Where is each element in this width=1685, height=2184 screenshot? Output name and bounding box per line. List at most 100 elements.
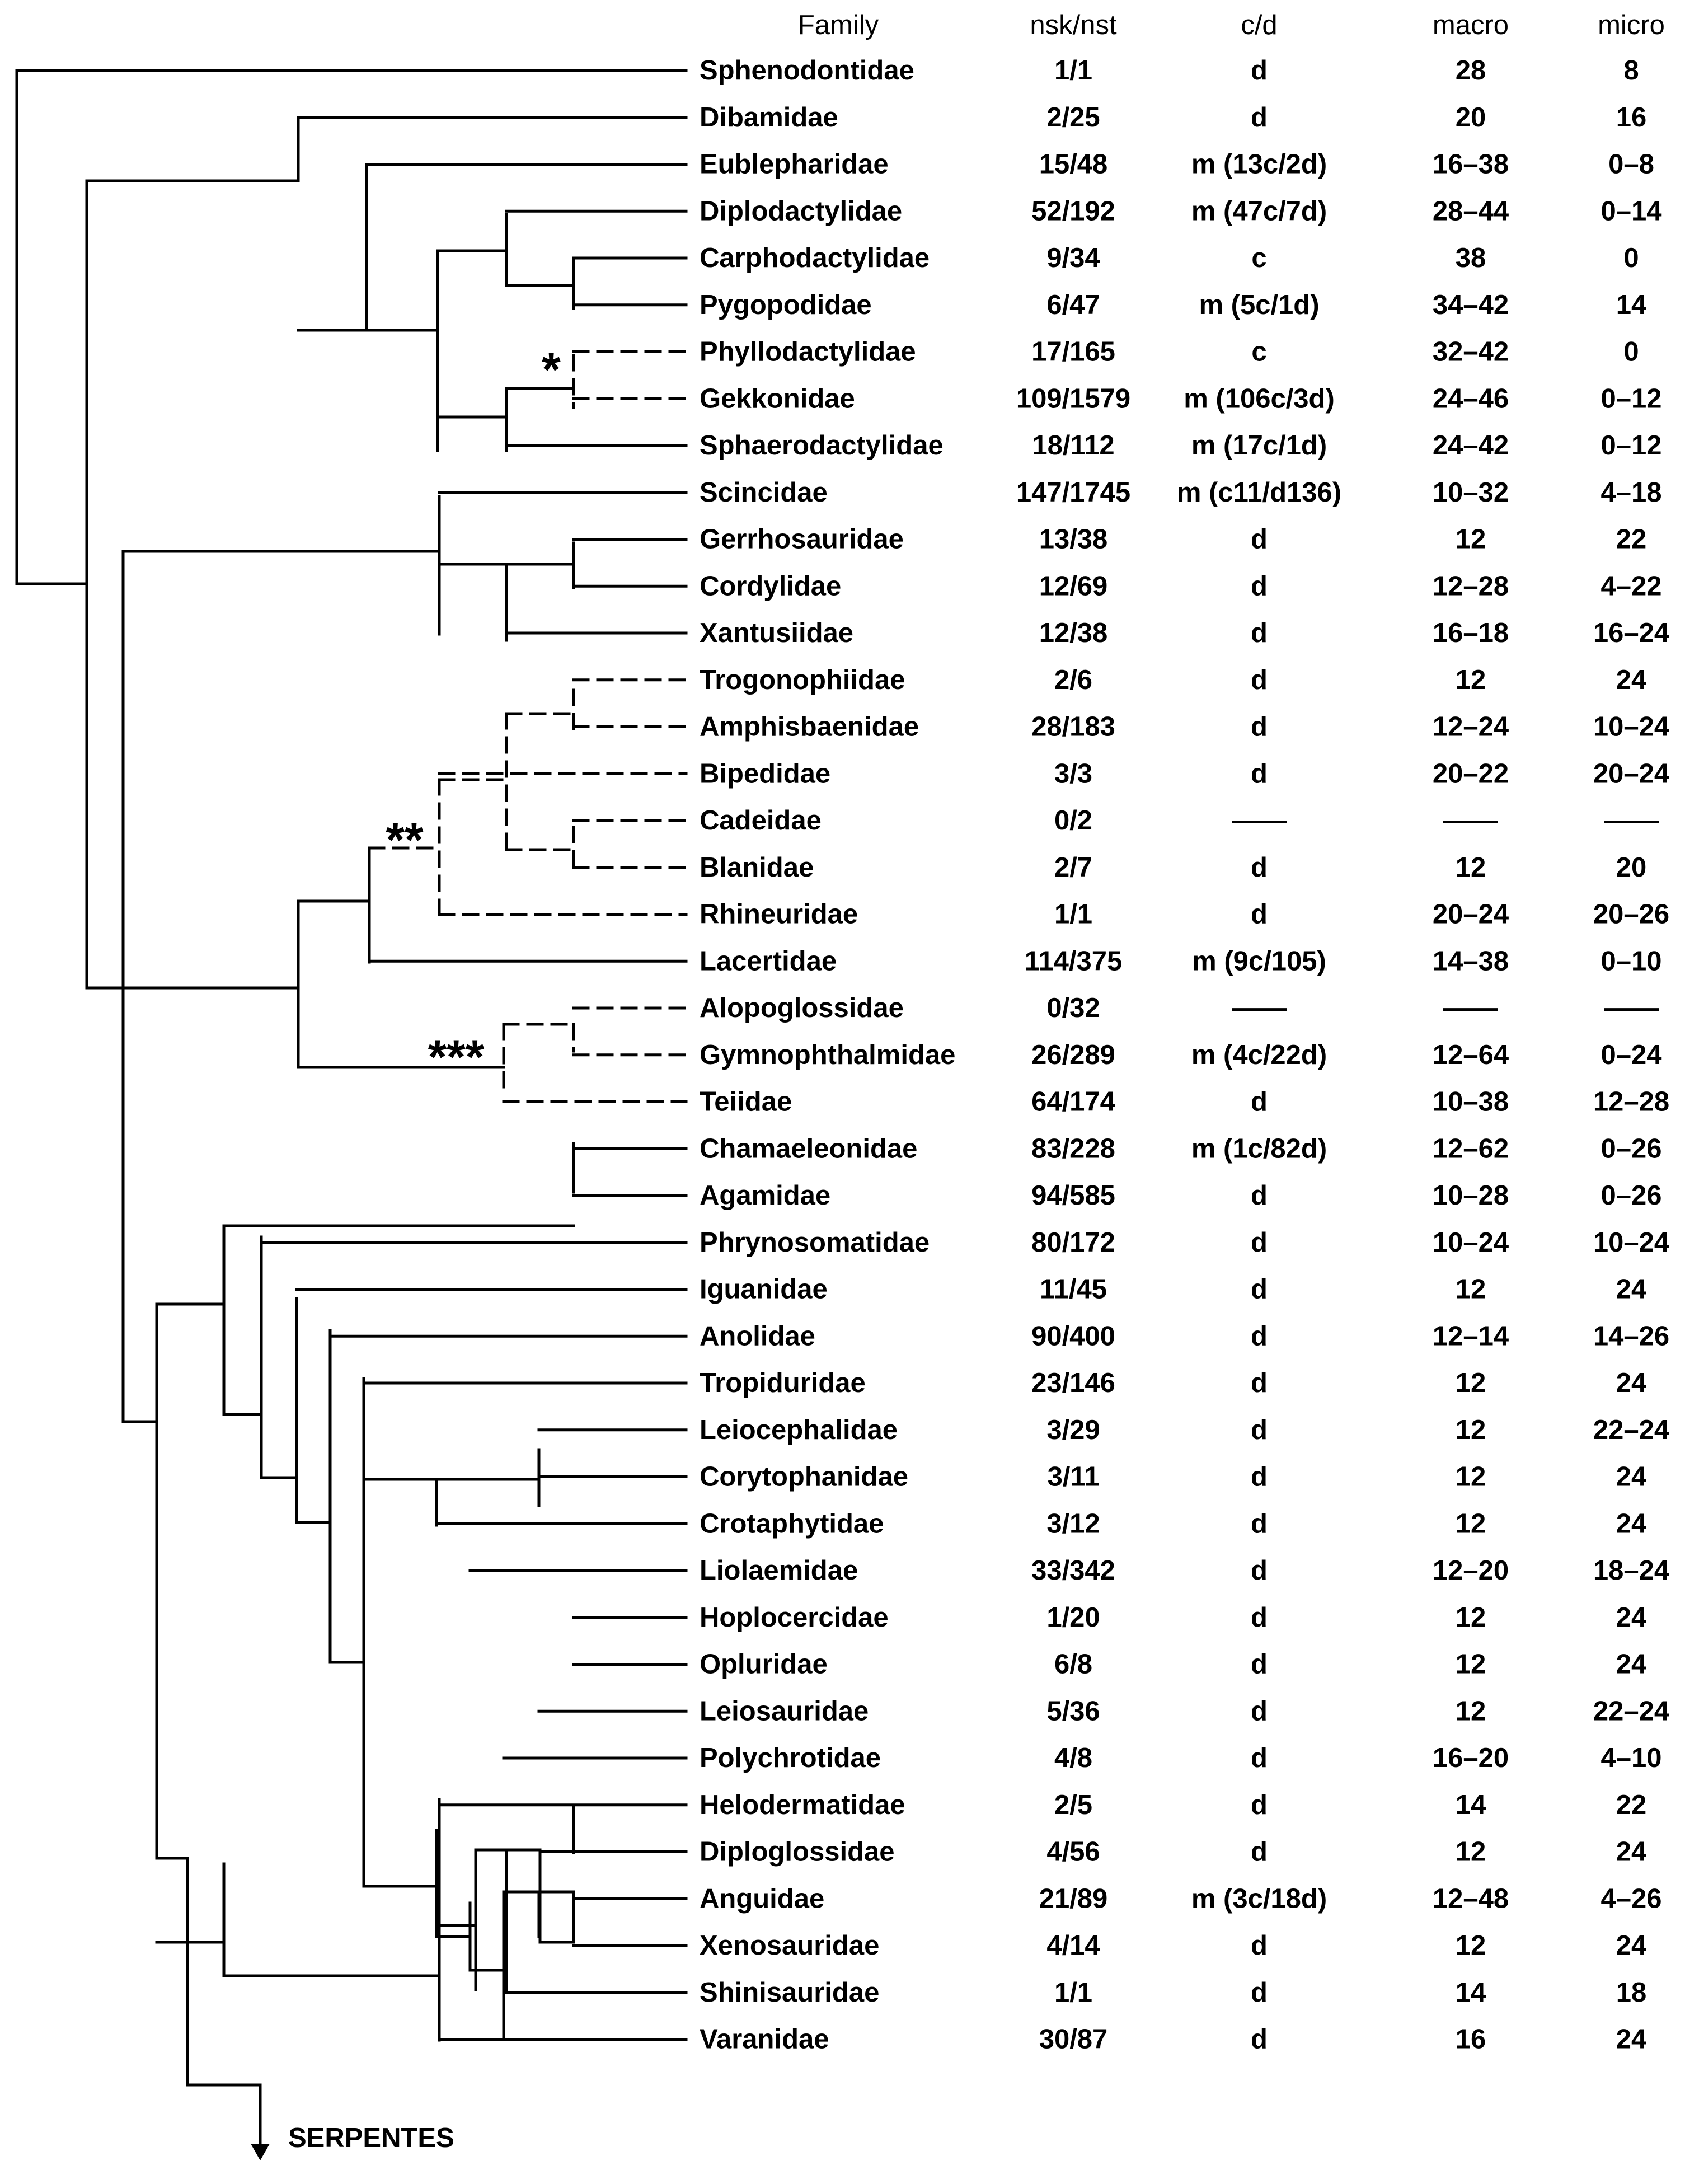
cd-value: d <box>1251 1977 1268 2008</box>
nsk-nst-value: 109/1579 <box>1016 383 1130 414</box>
family-name: Anolidae <box>700 1321 815 1351</box>
macro-value: 20–22 <box>1433 758 1509 789</box>
family-name: Leiosauridae <box>700 1696 869 1726</box>
family-name: Carphodactylidae <box>700 243 930 273</box>
micro-value: 0–26 <box>1600 1133 1661 1164</box>
cd-value: m (5c/1d) <box>1199 290 1319 320</box>
nsk-nst-value: 18/112 <box>1032 430 1114 461</box>
cd-value: d <box>1251 1743 1268 1773</box>
table-row: Blanidae 2/7 d 12 20 <box>700 852 1646 883</box>
nsk-nst-value: 1/1 <box>1054 899 1092 930</box>
nsk-nst-value: 23/146 <box>1031 1368 1115 1398</box>
cd-value: d <box>1251 1415 1268 1445</box>
nsk-nst-value: 12/69 <box>1039 571 1108 601</box>
micro-value: 18–24 <box>1593 1555 1669 1586</box>
table-row: Phrynosomatidae 80/172 d 10–24 10–24 <box>700 1227 1669 1258</box>
nsk-nst-value: 2/6 <box>1054 665 1092 695</box>
gekkota-asterisk: * <box>542 343 561 397</box>
macro-value: 10–28 <box>1433 1180 1509 1211</box>
family-name: Agamidae <box>700 1180 830 1211</box>
macro-value: 12 <box>1456 1415 1486 1445</box>
serpentes-label: SERPENTES <box>288 2123 454 2153</box>
karyotype-table: Family nsk/nst c/d macro micro Sphenodontidae… <box>700 10 1669 2055</box>
family-name: Opluridae <box>700 1649 828 1680</box>
micro-value: 10–24 <box>1593 1227 1669 1258</box>
nsk-nst-value: 26/289 <box>1031 1040 1115 1070</box>
macro-value: 12 <box>1456 1696 1486 1726</box>
nsk-nst-value: 3/12 <box>1046 1508 1100 1539</box>
nsk-nst-value: 30/87 <box>1039 2024 1108 2055</box>
table-row: Scincidae 147/1745 m (c11/d136) 10–32 4–18 <box>700 477 1662 508</box>
nsk-nst-value: 2/5 <box>1054 1790 1092 1820</box>
family-name: Teiidae <box>700 1087 792 1117</box>
cd-value: c <box>1251 337 1266 367</box>
micro-value: 24 <box>1616 1930 1647 1961</box>
nsk-nst-value: 11/45 <box>1040 1274 1107 1305</box>
family-name: Xantusiidae <box>700 618 853 648</box>
macro-value: 16–38 <box>1433 149 1509 180</box>
nsk-nst-value: 52/192 <box>1031 196 1115 226</box>
nsk-nst-value: 114/375 <box>1025 946 1122 976</box>
nsk-nst-value: 1/20 <box>1046 1602 1100 1633</box>
header-cd: c/d <box>1241 10 1277 40</box>
cd-value: d <box>1251 571 1268 601</box>
micro-value: 4–26 <box>1600 1883 1661 1914</box>
cd-value: d <box>1251 1602 1268 1633</box>
family-name: Phrynosomatidae <box>700 1227 930 1258</box>
macro-value: 10–38 <box>1433 1087 1509 1117</box>
macro-value: 28–44 <box>1433 196 1509 226</box>
family-name: Diploglossidae <box>700 1837 895 1867</box>
macro-value: 12–62 <box>1433 1133 1509 1164</box>
macro-value: 12–64 <box>1433 1040 1509 1070</box>
table-row: Gerrhosauridae 13/38 d 12 22 <box>700 524 1646 555</box>
cd-value: d <box>1251 1321 1268 1351</box>
micro-value: 4–22 <box>1600 571 1661 601</box>
family-name: Phyllodactylidae <box>700 337 916 367</box>
micro-value: 24 <box>1616 1274 1647 1305</box>
macro-value: 12–48 <box>1433 1883 1509 1914</box>
table-row: Liolaemidae 33/342 d 12–20 18–24 <box>700 1555 1669 1586</box>
family-name: Shinisauridae <box>700 1977 879 2008</box>
macro-value: 12 <box>1456 1274 1486 1305</box>
table-row: Teiidae 64/174 d 10–38 12–28 <box>700 1087 1669 1117</box>
table-row: Polychrotidae 4/8 d 16–20 4–10 <box>700 1743 1662 1773</box>
cd-value: d <box>1251 899 1268 930</box>
micro-value: 22–24 <box>1593 1415 1669 1445</box>
family-name: Tropiduridae <box>700 1368 866 1398</box>
micro-value: 0–10 <box>1600 946 1661 976</box>
family-name: Amphisbaenidae <box>700 712 919 742</box>
cd-value: d <box>1251 1649 1268 1680</box>
nsk-nst-value: 64/174 <box>1031 1087 1115 1117</box>
macro-value: 12 <box>1456 852 1486 883</box>
family-name: Trogonophiidae <box>700 665 905 695</box>
macro-value: 12 <box>1456 1649 1486 1680</box>
family-name: Alopoglossidae <box>700 993 904 1023</box>
macro-value: 12–24 <box>1433 712 1509 742</box>
micro-value: 22 <box>1616 1790 1647 1820</box>
family-name: Gymnophthalmidae <box>700 1040 955 1070</box>
cd-value: —— <box>1232 993 1287 1023</box>
family-name: Hoplocercidae <box>700 1602 889 1633</box>
micro-value: 24 <box>1616 1602 1647 1633</box>
nsk-nst-value: 90/400 <box>1031 1321 1115 1351</box>
micro-value: 0–12 <box>1600 430 1661 461</box>
table-row: Cadeidae 0/2 —— —— —— <box>700 805 1659 836</box>
cd-value: d <box>1251 712 1268 742</box>
table-row: Shinisauridae 1/1 d 14 18 <box>700 1977 1646 2008</box>
family-name: Leiocephalidae <box>700 1415 898 1445</box>
header-nsk-nst: nsk/nst <box>1030 10 1117 40</box>
family-name: Anguidae <box>700 1883 824 1914</box>
table-row: Diplodactylidae 52/192 m (47c/7d) 28–44 0–14 <box>700 196 1662 226</box>
macro-value: 32–42 <box>1433 337 1509 367</box>
macro-value: 12 <box>1456 524 1486 555</box>
family-name: Helodermatidae <box>700 1790 905 1820</box>
nsk-nst-value: 3/11 <box>1048 1462 1100 1492</box>
macro-value: 12–28 <box>1433 571 1509 601</box>
micro-value: 14–26 <box>1593 1321 1669 1351</box>
table-row: Trogonophiidae 2/6 d 12 24 <box>700 665 1646 695</box>
micro-value: 0 <box>1623 337 1639 367</box>
header-micro: micro <box>1598 10 1665 40</box>
family-name: Liolaemidae <box>700 1555 858 1586</box>
family-name: Chamaeleonidae <box>700 1133 917 1164</box>
cd-value: m (3c/18d) <box>1191 1883 1327 1914</box>
